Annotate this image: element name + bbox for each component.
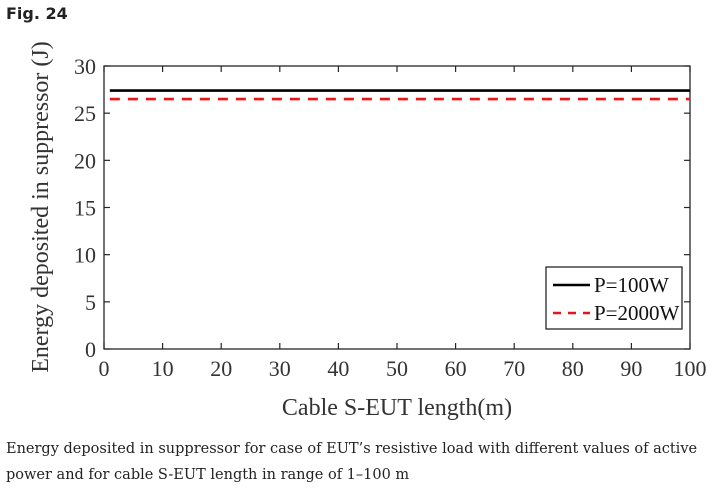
legend-box	[545, 266, 683, 330]
y-tick-label: 0	[85, 337, 96, 362]
x-tick-label: 80	[562, 356, 584, 381]
y-axis-title: Energy deposited in suppressor (J)	[28, 41, 54, 373]
line-chart: 0 10 20 30 40 50 60 70 80 90 100 0 5 10 15 20 25 30 P=100…	[28, 41, 707, 421]
legend-label-2: P=2000W	[594, 301, 680, 325]
x-tick-label: 100	[674, 356, 707, 381]
x-axis-title: Cable S-EUT length(m)	[282, 395, 512, 421]
x-tick-label: 40	[327, 356, 349, 381]
x-tick-label: 90	[620, 356, 642, 381]
y-tick-label: 30	[74, 54, 96, 79]
x-tick-label: 70	[503, 356, 525, 381]
y-tick-label: 25	[74, 101, 96, 126]
y-tick-label: 5	[85, 290, 96, 315]
y-tick-label: 15	[74, 196, 96, 221]
y-tick-label: 20	[74, 148, 96, 173]
x-tick-label: 0	[99, 356, 110, 381]
figure-label: Fig. 24	[6, 4, 68, 23]
y-tick-label: 10	[74, 243, 96, 268]
x-tick-label: 20	[210, 356, 232, 381]
x-tick-label: 10	[152, 356, 174, 381]
series-layer	[109, 89, 690, 101]
x-tick-label: 50	[386, 356, 408, 381]
x-tick-label: 30	[269, 356, 291, 381]
axis-ticks: 0 10 20 30 40 50 60 70 80 90 100 0 5 10 15 20 25 30	[74, 54, 707, 381]
legend-label-1: P=100W	[594, 273, 669, 297]
x-tick-label: 60	[445, 356, 467, 381]
legend: P=100W P=2000W	[545, 266, 683, 330]
figure-caption: Energy deposited in suppressor for case …	[6, 441, 698, 483]
